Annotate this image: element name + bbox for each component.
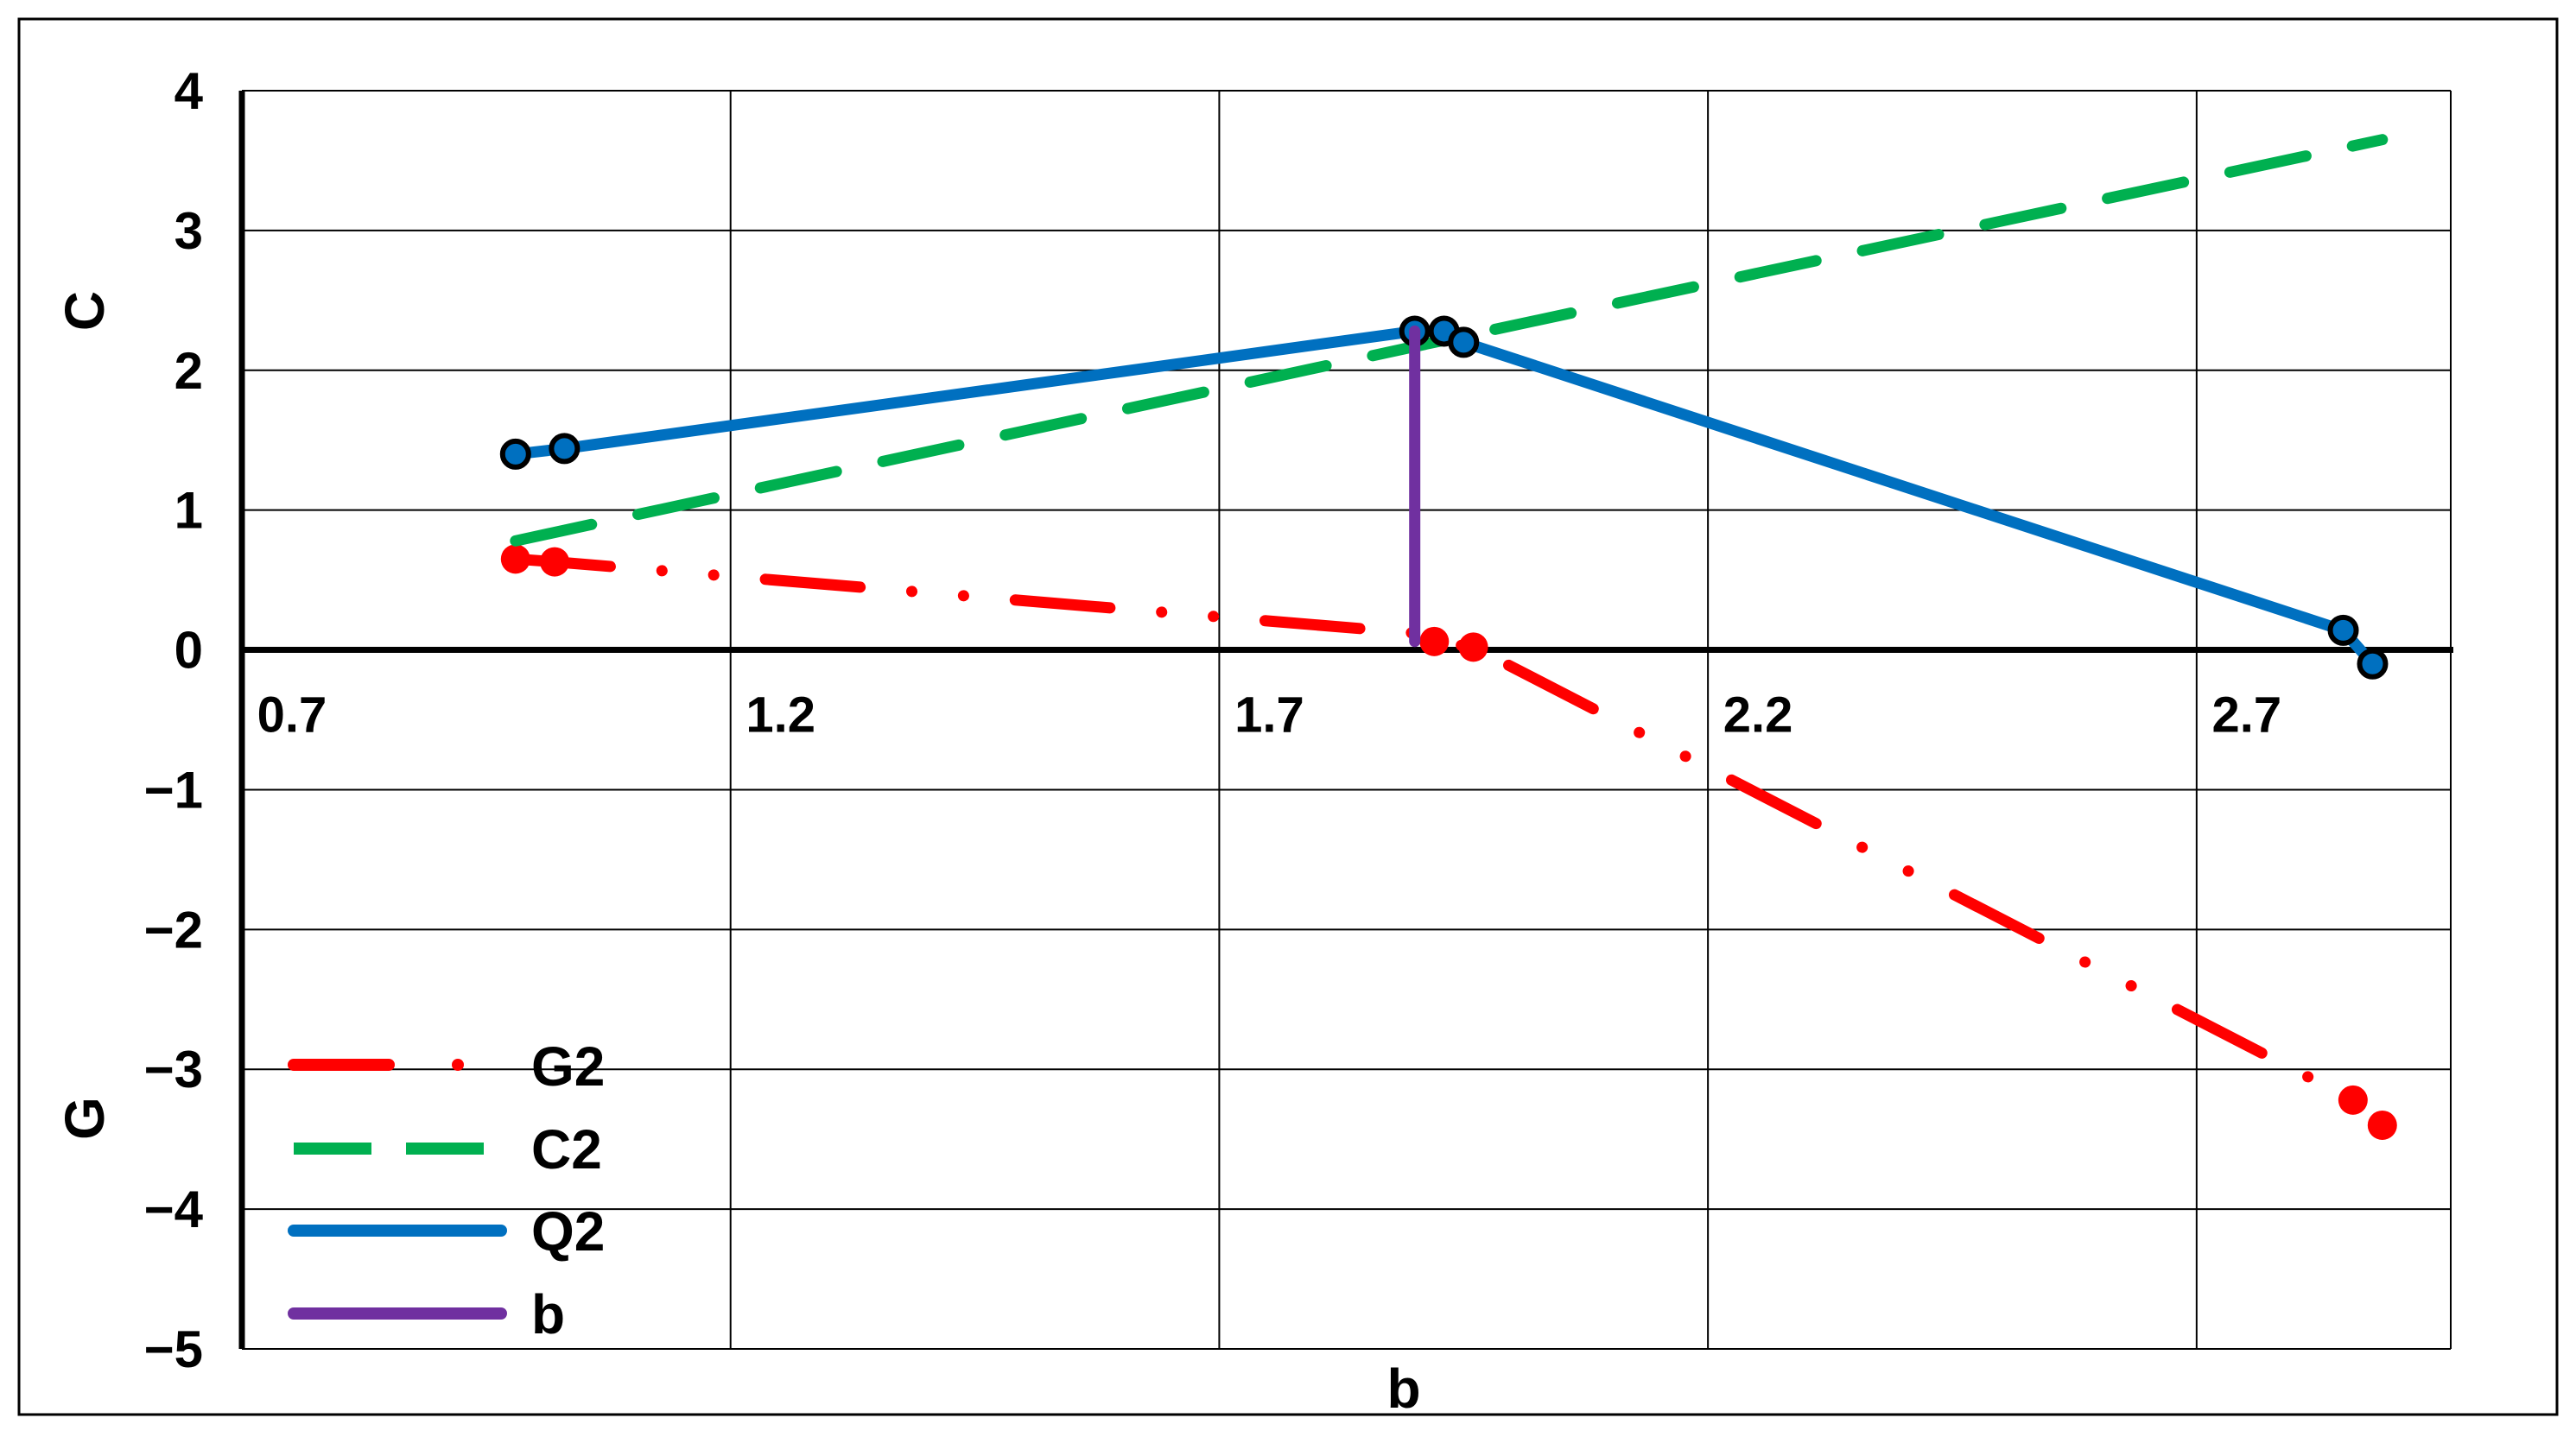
data-point-q2 — [1448, 326, 1480, 358]
axis-layer — [238, 91, 2453, 1349]
data-point-q2 — [2327, 614, 2359, 646]
grid-layer — [242, 90, 2452, 1350]
x-tick-label: 2.2 — [1723, 687, 1793, 744]
data-point-g2 — [1419, 626, 1450, 656]
legend-label-q2: Q2 — [531, 1200, 605, 1263]
y-tick-label: 4 — [174, 62, 204, 120]
data-point-q2 — [499, 438, 531, 470]
legend-entry-q2: Q2 — [288, 1200, 605, 1263]
legend-label-g2: G2 — [531, 1035, 605, 1098]
legend: G2 C2 Q2 b — [288, 1035, 605, 1345]
x-tick-label: 1.7 — [1234, 687, 1304, 744]
legend-entry-g2: G2 — [288, 1035, 605, 1098]
legend-entry-b: b — [288, 1283, 565, 1345]
y-tick-label: 2 — [174, 342, 203, 400]
y-tick-label: −1 — [144, 761, 203, 819]
data-point-g2 — [2338, 1085, 2368, 1115]
data-point-g2 — [500, 544, 530, 574]
y-axis-title-top: C — [54, 291, 116, 331]
series-layer — [499, 134, 2397, 1140]
chart-outer-border — [17, 17, 2559, 1416]
y-tick-label: −3 — [144, 1041, 203, 1098]
data-point-q2 — [549, 433, 581, 465]
x-tick-label: 0.7 — [257, 687, 327, 744]
y-axis-title-bottom: G — [54, 1097, 116, 1140]
data-point-g2 — [2367, 1110, 2397, 1140]
y-tick-label: 0 — [174, 622, 203, 680]
y-tick-label: 1 — [174, 482, 203, 540]
y-tick-label: 3 — [174, 202, 203, 260]
y-tick-label: −4 — [144, 1181, 204, 1238]
legend-label-c2: C2 — [531, 1118, 602, 1181]
tick-label-layer: 4 3 2 1 0 −1 −2 −3 −4 −5 0.7 1.2 1.7 2.2 2.7 — [144, 62, 2282, 1378]
data-point-g2 — [1458, 632, 1488, 662]
y-tick-label: −5 — [144, 1320, 203, 1378]
y-tick-label: −2 — [144, 901, 203, 959]
x-axis-title: b — [1386, 1358, 1420, 1420]
data-point-q2 — [2357, 648, 2389, 680]
legend-label-b: b — [531, 1283, 565, 1345]
x-tick-label: 1.2 — [746, 687, 815, 744]
legend-entry-c2: C2 — [294, 1118, 602, 1181]
data-point-g2 — [540, 547, 570, 577]
x-tick-label: 2.7 — [2212, 687, 2282, 744]
legend-swatch-g2-dot — [452, 1059, 464, 1071]
